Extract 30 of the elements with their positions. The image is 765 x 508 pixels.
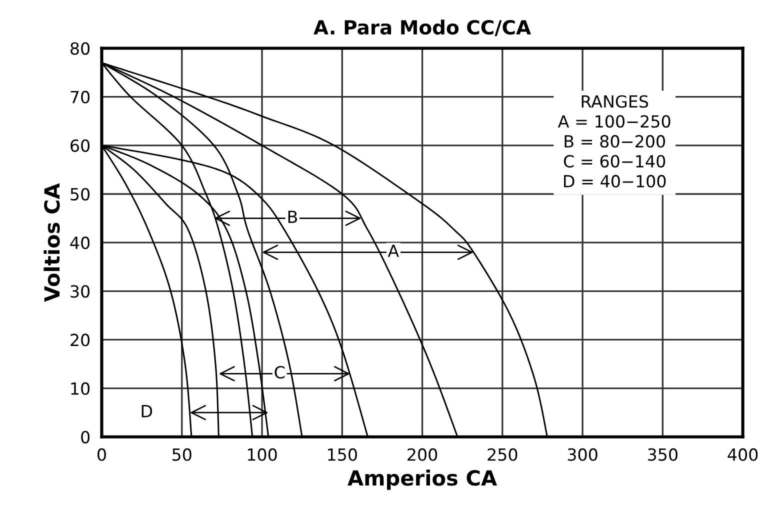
chart-title: A. Para Modo CC/CA bbox=[314, 20, 531, 36]
x-tick-label: 400 bbox=[728, 448, 758, 461]
y-axis-title: Voltios CA bbox=[44, 183, 60, 302]
x-tick-label: 150 bbox=[328, 448, 357, 461]
annotation: RANGES bbox=[582, 95, 648, 108]
annotation: A = 100−250 bbox=[558, 115, 670, 128]
y-tick-label: 60 bbox=[70, 139, 90, 152]
x-tick-label: 100 bbox=[248, 448, 277, 461]
x-tick-label: 0 bbox=[98, 448, 106, 461]
x-tick-label: 300 bbox=[568, 448, 598, 461]
y-tick-label: 80 bbox=[70, 42, 90, 55]
x-tick-label: 200 bbox=[408, 448, 438, 461]
y-tick-label: 30 bbox=[70, 285, 90, 298]
y-tick-label: 40 bbox=[70, 236, 90, 250]
x-axis-title: Amperios CA bbox=[348, 470, 498, 490]
y-tick-label: 10 bbox=[71, 382, 90, 395]
annotation: A bbox=[388, 244, 399, 257]
annotation: B bbox=[288, 210, 297, 223]
y-tick-label: 50 bbox=[70, 188, 90, 201]
annotation: C = 60−140 bbox=[564, 154, 666, 168]
annotation: C bbox=[274, 366, 285, 379]
x-tick-label: 50 bbox=[172, 448, 192, 461]
x-tick-label: 250 bbox=[488, 448, 518, 461]
y-tick-label: 0 bbox=[81, 430, 90, 444]
y-tick-label: 70 bbox=[70, 90, 90, 104]
annotation: B = 80−200 bbox=[564, 135, 665, 148]
annotation: D bbox=[142, 405, 152, 418]
x-tick-label: 350 bbox=[648, 448, 678, 461]
y-tick-label: 20 bbox=[70, 334, 90, 346]
annotation: D = 40−100 bbox=[564, 174, 666, 188]
